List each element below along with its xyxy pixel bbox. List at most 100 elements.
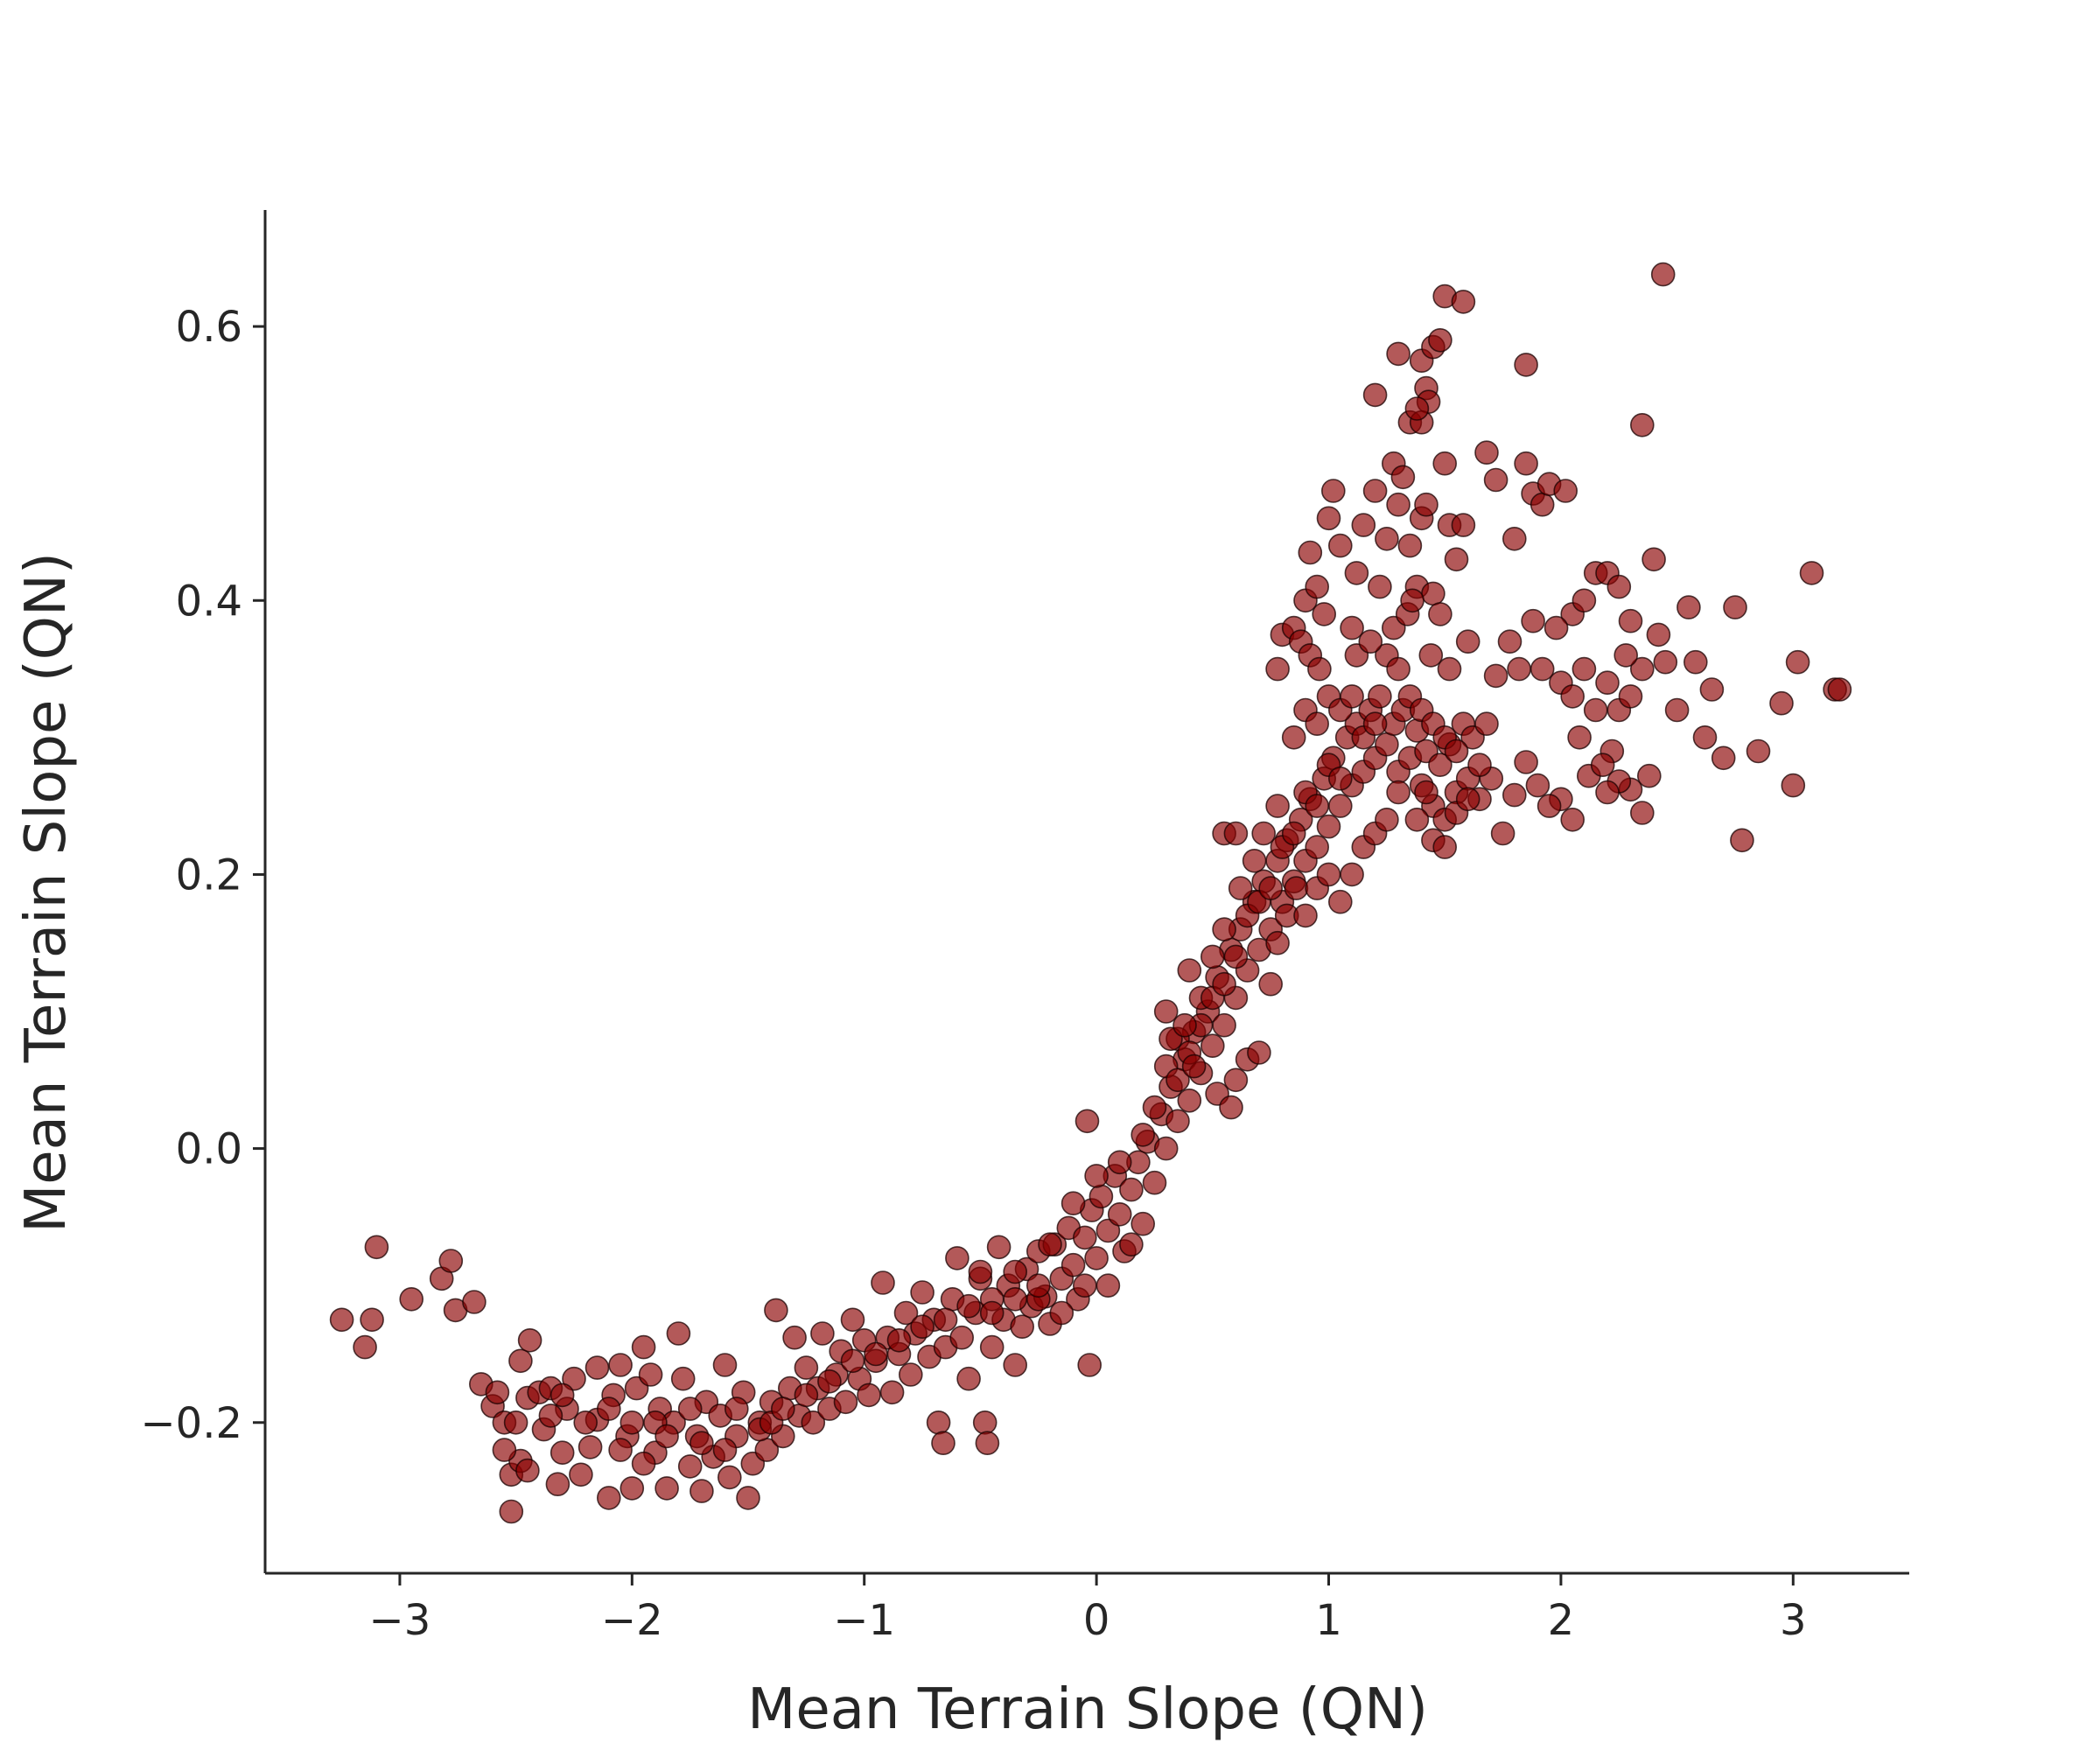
data-point [569, 1462, 593, 1488]
data-point [1444, 738, 1469, 764]
data-point [1375, 732, 1399, 757]
data-point [608, 1353, 633, 1377]
data-point [945, 1246, 970, 1270]
data-point [1428, 327, 1452, 353]
data-point [1096, 1218, 1121, 1243]
data-point [1351, 513, 1376, 537]
data-point [329, 1307, 354, 1333]
data-point [1247, 1040, 1271, 1065]
data-point [1637, 763, 1662, 788]
data-point [1502, 526, 1527, 551]
data-point [794, 1382, 819, 1408]
data-point [517, 1328, 542, 1353]
data-point [1153, 999, 1179, 1024]
data-point [550, 1440, 575, 1465]
data-point [1451, 513, 1476, 537]
data-point [1200, 1033, 1225, 1058]
data-point [764, 1298, 788, 1323]
data-point [840, 1307, 865, 1333]
data-point [1368, 684, 1392, 709]
data-point [364, 1235, 389, 1260]
data-point [631, 1451, 656, 1476]
data-point [1525, 773, 1550, 798]
data-point [1119, 1177, 1144, 1202]
data-point [1010, 1314, 1034, 1339]
data-point [1572, 588, 1597, 613]
data-point [1223, 944, 1249, 970]
data-point [1265, 794, 1290, 818]
x-tick-label: −3 [369, 1596, 431, 1645]
data-point [782, 1325, 807, 1350]
x-tick-label: −2 [601, 1596, 663, 1645]
data-point [620, 1410, 645, 1435]
data-point [949, 1325, 974, 1350]
y-tick-label: −0.2 [140, 1399, 242, 1448]
data-point [1073, 1225, 1097, 1250]
data-point [677, 1396, 703, 1421]
data-point [770, 1396, 795, 1421]
data-point [1084, 1246, 1109, 1270]
data-point [1026, 1273, 1051, 1298]
data-point [1312, 602, 1336, 626]
data-point [1077, 1353, 1102, 1377]
data-point [670, 1366, 696, 1391]
x-axis-ticks: −3 −2 −1 0 1 2 3 [369, 1573, 1807, 1645]
data-point [1073, 1273, 1097, 1298]
data-point [817, 1369, 842, 1394]
data-point [1514, 750, 1538, 774]
data-point [1730, 828, 1754, 853]
data-point [550, 1382, 575, 1408]
data-point [1514, 451, 1538, 476]
data-point [857, 1382, 881, 1408]
data-point [1418, 643, 1444, 668]
y-tick-label: 0.6 [176, 303, 242, 352]
data-point [1362, 711, 1388, 737]
data-point [1595, 780, 1620, 805]
data-point [1614, 643, 1638, 668]
data-point [596, 1396, 621, 1421]
data-point [1177, 1088, 1202, 1113]
data-point [1400, 588, 1424, 613]
x-tick-label: 1 [1315, 1596, 1342, 1645]
data-point [1321, 479, 1346, 503]
data-point [1219, 1095, 1243, 1120]
data-point [972, 1410, 998, 1435]
data-point [1428, 602, 1452, 626]
data-point [1200, 944, 1225, 970]
data-point [1630, 656, 1655, 682]
data-point [1003, 1287, 1027, 1312]
data-point [1785, 649, 1810, 675]
data-point [1630, 412, 1655, 438]
data-point [1421, 581, 1446, 606]
data-point [1340, 615, 1364, 640]
data-point [492, 1438, 517, 1462]
data-point [1181, 1054, 1207, 1079]
data-point [1130, 1123, 1155, 1147]
data-point [1368, 574, 1392, 599]
data-point [910, 1314, 934, 1339]
data-point [1386, 492, 1410, 517]
data-point [1328, 533, 1353, 558]
data-point [1827, 677, 1852, 702]
data-point [1074, 1109, 1100, 1134]
data-point [840, 1348, 865, 1374]
data-point [899, 1362, 923, 1387]
data-point [620, 1476, 645, 1501]
data-point [1560, 684, 1585, 709]
data-point [1340, 862, 1364, 887]
data-point [584, 1355, 610, 1380]
data-point [1284, 876, 1309, 900]
data-point [1483, 663, 1508, 689]
data-point [1305, 794, 1329, 818]
data-point [1107, 1150, 1132, 1175]
data-point [462, 1290, 486, 1314]
data-point [956, 1293, 981, 1319]
y-axis-title: Mean Terrain Slope (QN) [14, 552, 79, 1233]
data-point [1521, 608, 1545, 634]
data-point [1003, 1259, 1027, 1284]
data-point [864, 1341, 888, 1367]
data-point [1328, 889, 1353, 914]
data-point [1177, 958, 1202, 983]
data-point [926, 1410, 951, 1435]
data-point [545, 1472, 570, 1496]
